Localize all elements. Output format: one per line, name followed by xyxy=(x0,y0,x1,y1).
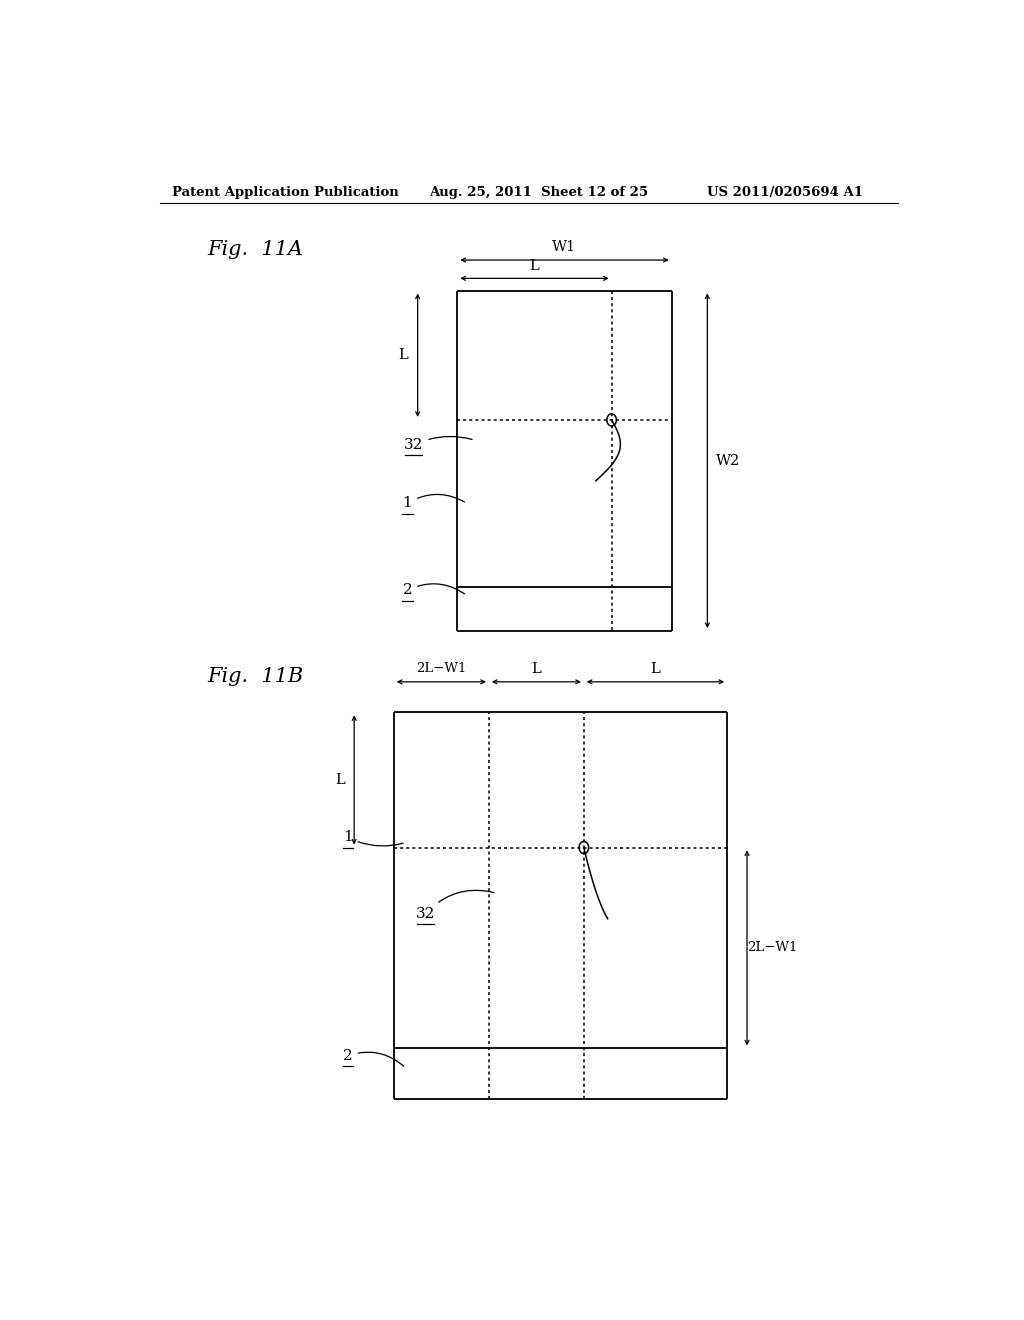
Text: 2: 2 xyxy=(343,1049,403,1067)
Text: 2L−W1: 2L−W1 xyxy=(748,941,798,954)
Text: L: L xyxy=(335,774,345,787)
Text: 32: 32 xyxy=(404,437,472,453)
Text: Aug. 25, 2011  Sheet 12 of 25: Aug. 25, 2011 Sheet 12 of 25 xyxy=(430,186,648,199)
Text: L: L xyxy=(650,661,660,676)
Text: 2L−W1: 2L−W1 xyxy=(416,663,467,675)
Text: Patent Application Publication: Patent Application Publication xyxy=(172,186,398,199)
Text: Fig.  11A: Fig. 11A xyxy=(207,240,303,259)
Text: L: L xyxy=(531,661,542,676)
Text: 1: 1 xyxy=(343,830,403,846)
Text: Fig.  11B: Fig. 11B xyxy=(207,668,303,686)
Text: W1: W1 xyxy=(552,240,577,253)
Text: 1: 1 xyxy=(402,495,465,511)
Text: US 2011/0205694 A1: US 2011/0205694 A1 xyxy=(708,186,863,199)
Text: W2: W2 xyxy=(716,454,740,467)
Text: 32: 32 xyxy=(416,890,495,920)
Text: L: L xyxy=(398,348,409,362)
Text: L: L xyxy=(529,259,540,273)
Text: 2: 2 xyxy=(402,583,465,598)
